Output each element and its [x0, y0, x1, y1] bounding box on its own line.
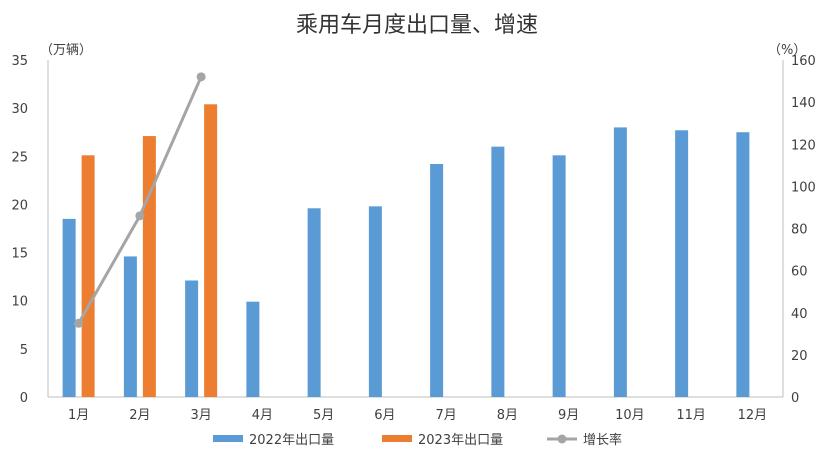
left-y-tick-label: 20: [11, 198, 28, 213]
x-tick-label: 9月: [558, 408, 579, 423]
right-y-tick-label: 140: [791, 96, 816, 111]
left-y-tick-label: 0: [20, 391, 28, 406]
bar-2022: [491, 146, 505, 397]
x-tick-label: 8月: [497, 408, 518, 423]
chart-title: 乘用车月度出口量、增速: [296, 13, 538, 38]
bar-2022: [552, 155, 566, 397]
bar-2023: [81, 155, 95, 397]
right-y-tick-label: 60: [791, 265, 808, 280]
bar-2022: [62, 218, 76, 397]
bars-group: [62, 104, 750, 398]
growth-rate-point: [196, 72, 206, 82]
left-y-tick-label: 30: [11, 102, 28, 117]
bar-2023: [204, 104, 218, 397]
bar-2022: [430, 163, 444, 397]
growth-line-group: [74, 72, 206, 328]
x-tick-label: 7月: [435, 408, 456, 423]
growth-rate-point: [74, 318, 84, 328]
x-tick-label: 4月: [252, 408, 273, 423]
x-tick-label: 2月: [129, 408, 150, 423]
left-y-tick-label: 35: [11, 54, 28, 69]
x-tick-label: 12月: [738, 408, 768, 423]
legend-label-0: 2022年出口量: [249, 433, 334, 448]
bar-2022: [613, 127, 627, 398]
legend-swatch-0: [213, 435, 243, 442]
growth-rate-line: [77, 76, 203, 325]
right-y-tick-label: 100: [791, 180, 816, 195]
x-tick-label: 10月: [615, 408, 645, 423]
right-y-tick-label: 160: [791, 54, 816, 69]
right-y-tick-label: 80: [791, 223, 808, 238]
bar-2022: [185, 280, 199, 397]
bar-2022: [675, 130, 689, 397]
bar-2022: [246, 301, 260, 397]
left-y-tick-label: 25: [11, 150, 28, 165]
growth-rate-point: [135, 211, 145, 221]
legend-label-2: 增长率: [583, 432, 622, 448]
x-tick-label: 1月: [68, 408, 89, 423]
x-tick-label: 3月: [190, 408, 211, 423]
x-tick-label: 11月: [676, 408, 706, 423]
bar-2022: [368, 206, 382, 397]
right-y-tick-label: 40: [791, 307, 808, 322]
legend-swatch-1: [382, 435, 412, 442]
bar-2022: [736, 132, 750, 397]
legend-label-1: 2023年出口量: [418, 433, 503, 448]
right-y-tick-label: 120: [791, 138, 816, 153]
right-axis-unit: （%）: [768, 43, 806, 58]
axes-group: 0 5 10 15 20 25 30 35 0 20 40 60 80 100 120 140 160 1月 2月 3…: [11, 54, 815, 423]
left-axis-unit: （万辆）: [40, 43, 92, 58]
right-y-tick-label: 0: [791, 391, 799, 406]
legend-swatch-marker: [557, 434, 567, 444]
bar-2022: [123, 256, 137, 397]
bar-2022: [307, 208, 321, 397]
x-tick-label: 5月: [313, 408, 334, 423]
legend: 2022年出口量 2023年出口量 增长率: [213, 432, 622, 448]
bar-2023: [142, 136, 156, 397]
left-y-tick-label: 5: [20, 343, 28, 358]
left-y-tick-label: 15: [11, 247, 28, 262]
right-y-tick-label: 20: [791, 349, 808, 364]
left-y-tick-label: 10: [11, 295, 28, 310]
x-tick-label: 6月: [374, 408, 395, 423]
